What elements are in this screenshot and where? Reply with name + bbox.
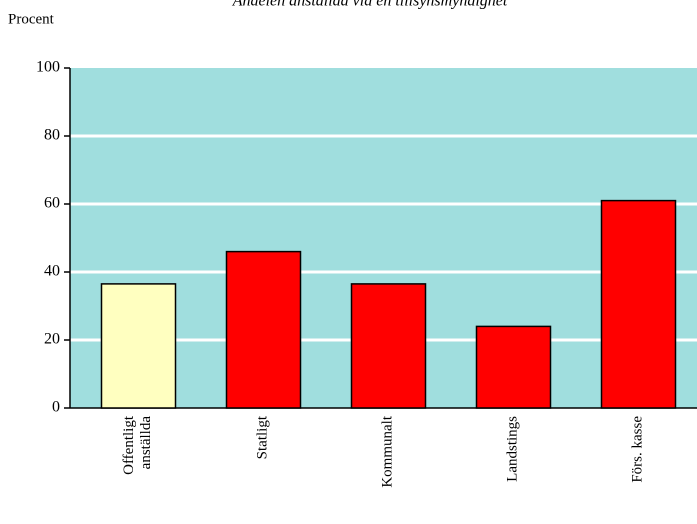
chart-title: Andelen anställda vid en tillsynsmyndigh…	[232, 0, 508, 10]
x-tick-label: Landstings	[505, 416, 521, 482]
y-tick-label: 100	[36, 59, 60, 76]
x-tick-label: Statligt	[255, 415, 271, 459]
bar	[225, 250, 302, 409]
y-tick-label: 40	[44, 263, 60, 280]
x-tick-label-line: Landstings	[505, 416, 521, 482]
bar	[350, 283, 427, 409]
y-tick-label: 20	[44, 331, 60, 348]
y-tick-label: 60	[44, 195, 60, 212]
bar	[100, 283, 177, 409]
x-tick-label: Kommunalt	[380, 415, 396, 487]
x-tick-label: Offentligtanställda	[121, 415, 154, 475]
x-tick-label-line: Offentligt	[121, 415, 137, 475]
y-tick-label: 80	[44, 127, 60, 144]
x-tick-label-line: anställda	[138, 416, 154, 470]
y-tick-label: 0	[52, 399, 60, 416]
x-tick-label-line: Statligt	[255, 415, 271, 459]
bar	[475, 325, 552, 409]
x-tick-label: Förs. kasse	[630, 416, 646, 483]
bar	[600, 199, 677, 409]
y-axis-label: Procent	[8, 11, 55, 27]
x-tick-label-line: Förs. kasse	[630, 416, 646, 483]
x-tick-label-line: Kommunalt	[380, 415, 396, 487]
